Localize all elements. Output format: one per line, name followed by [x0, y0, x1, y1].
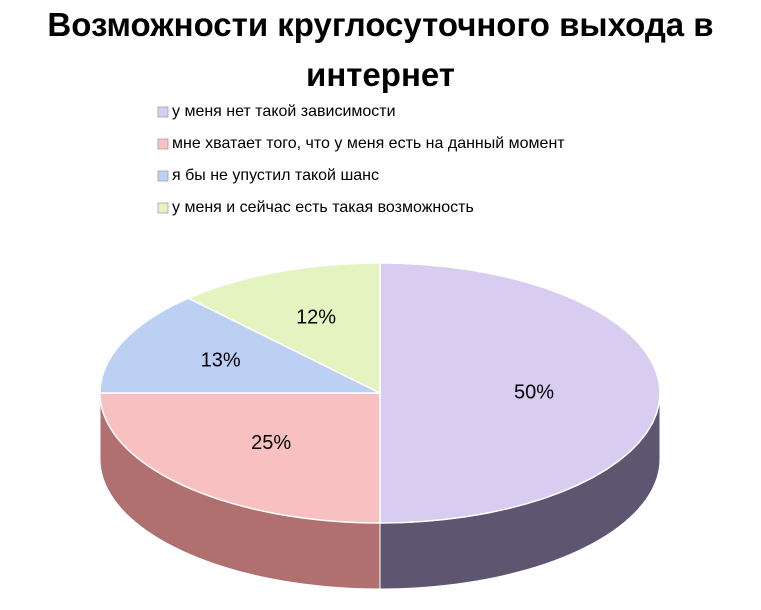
legend-swatch — [157, 106, 169, 118]
slice — [99, 297, 381, 394]
legend-label: мне хватает того, что у меня есть на дан… — [172, 135, 565, 152]
slice — [99, 392, 381, 524]
data-label: 50% — [514, 381, 554, 403]
legend-swatch — [157, 202, 169, 214]
data-label: 12% — [296, 306, 336, 328]
chart-title: Возможности круглосуточного выхода в инт… — [47, 6, 714, 93]
data-label: 25% — [251, 432, 291, 454]
legend-swatch — [157, 138, 169, 150]
legend-label: у меня и сейчас есть такая возможность — [172, 199, 474, 216]
slice — [186, 262, 381, 395]
slice — [379, 262, 661, 524]
legend-label: у меня нет такой зависимости — [172, 103, 396, 120]
legend-label: я бы не упустил такой шанс — [172, 167, 379, 184]
data-label: 13% — [201, 349, 241, 371]
legend-swatch — [157, 170, 169, 182]
